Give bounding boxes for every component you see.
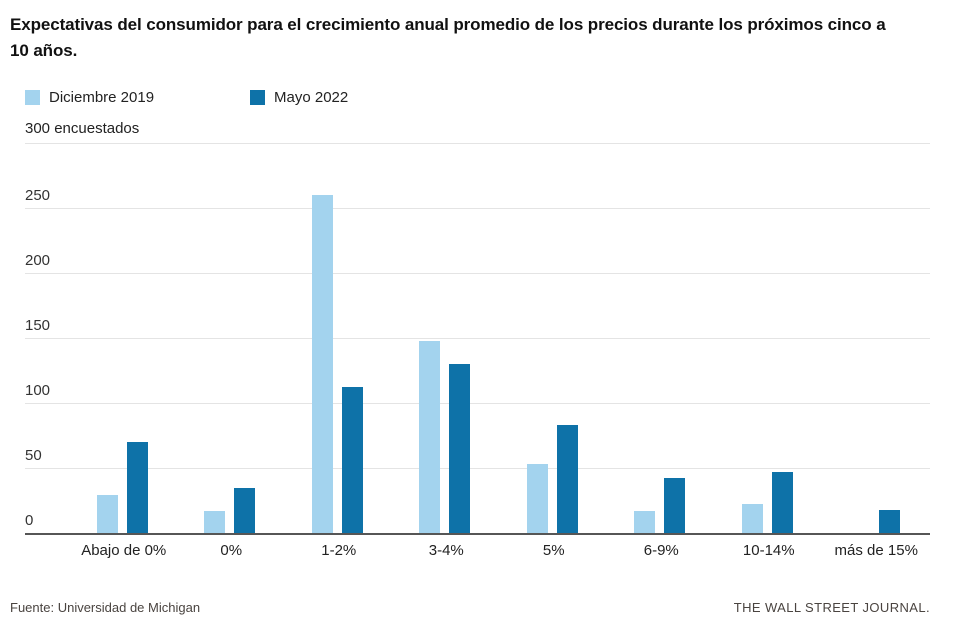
legend-item-mayo-2022: Mayo 2022 <box>250 89 348 106</box>
x-tick-label-más-de-15%: más de 15% <box>834 542 918 559</box>
bar-mayo-2022-10-14% <box>771 471 793 533</box>
bar-diciembre-2019-10-14% <box>741 504 763 533</box>
y-tick-label-200: 200 <box>25 252 51 269</box>
x-axis-baseline <box>25 533 930 535</box>
legend-swatch-mayo-2022 <box>250 90 265 105</box>
bar-diciembre-2019-abajo-de-0% <box>96 495 118 533</box>
gridline-200 <box>25 273 930 274</box>
bar-diciembre-2019-5% <box>526 464 548 533</box>
x-tick-label-1-2%: 1-2% <box>321 542 357 559</box>
x-tick-label-10-14%: 10-14% <box>742 542 795 559</box>
bar-mayo-2022-0% <box>234 487 256 533</box>
bar-diciembre-2019-0% <box>204 510 226 533</box>
y-tick-label-0: 0 <box>25 512 34 529</box>
bar-mayo-2022-3-4% <box>449 364 471 533</box>
source-note: Fuente: Universidad de Michigan <box>10 600 201 615</box>
x-tick-label-5%: 5% <box>542 542 565 559</box>
y-tick-label-250: 250 <box>25 187 51 204</box>
gridline-100 <box>25 403 930 404</box>
x-tick-label-0%: 0% <box>220 542 243 559</box>
bar-diciembre-2019-6-9% <box>634 510 656 533</box>
bar-mayo-2022-más-de-15% <box>879 509 901 533</box>
y-tick-label-150: 150 <box>25 317 51 334</box>
gridline-50 <box>25 468 930 469</box>
bar-diciembre-2019-1-2% <box>311 195 333 533</box>
bar-mayo-2022-6-9% <box>664 478 686 533</box>
y-axis-unit-label: 300 encuestados <box>25 120 140 137</box>
bar-diciembre-2019-3-4% <box>419 340 441 533</box>
gridline-250 <box>25 208 930 209</box>
gridline-150 <box>25 338 930 339</box>
legend-item-diciembre-2019: Diciembre 2019 <box>25 89 154 106</box>
x-tick-label-6-9%: 6-9% <box>643 542 679 559</box>
legend-swatch-diciembre-2019 <box>25 90 40 105</box>
publisher-credit: THE WALL STREET JOURNAL. <box>733 600 930 615</box>
bar-mayo-2022-abajo-de-0% <box>126 442 148 533</box>
x-tick-label-3-4%: 3-4% <box>428 542 464 559</box>
y-tick-label-100: 100 <box>25 382 51 399</box>
bar-mayo-2022-5% <box>556 425 578 533</box>
bar-mayo-2022-1-2% <box>341 387 363 533</box>
legend-label: Mayo 2022 <box>274 89 349 106</box>
legend-label: Diciembre 2019 <box>49 89 155 106</box>
x-tick-label-abajo-de-0%: Abajo de 0% <box>81 542 167 559</box>
chart-title: Expectativas del consumidor para el crec… <box>10 15 886 60</box>
gridline-300 <box>25 143 930 144</box>
y-tick-label-50: 50 <box>25 447 42 464</box>
